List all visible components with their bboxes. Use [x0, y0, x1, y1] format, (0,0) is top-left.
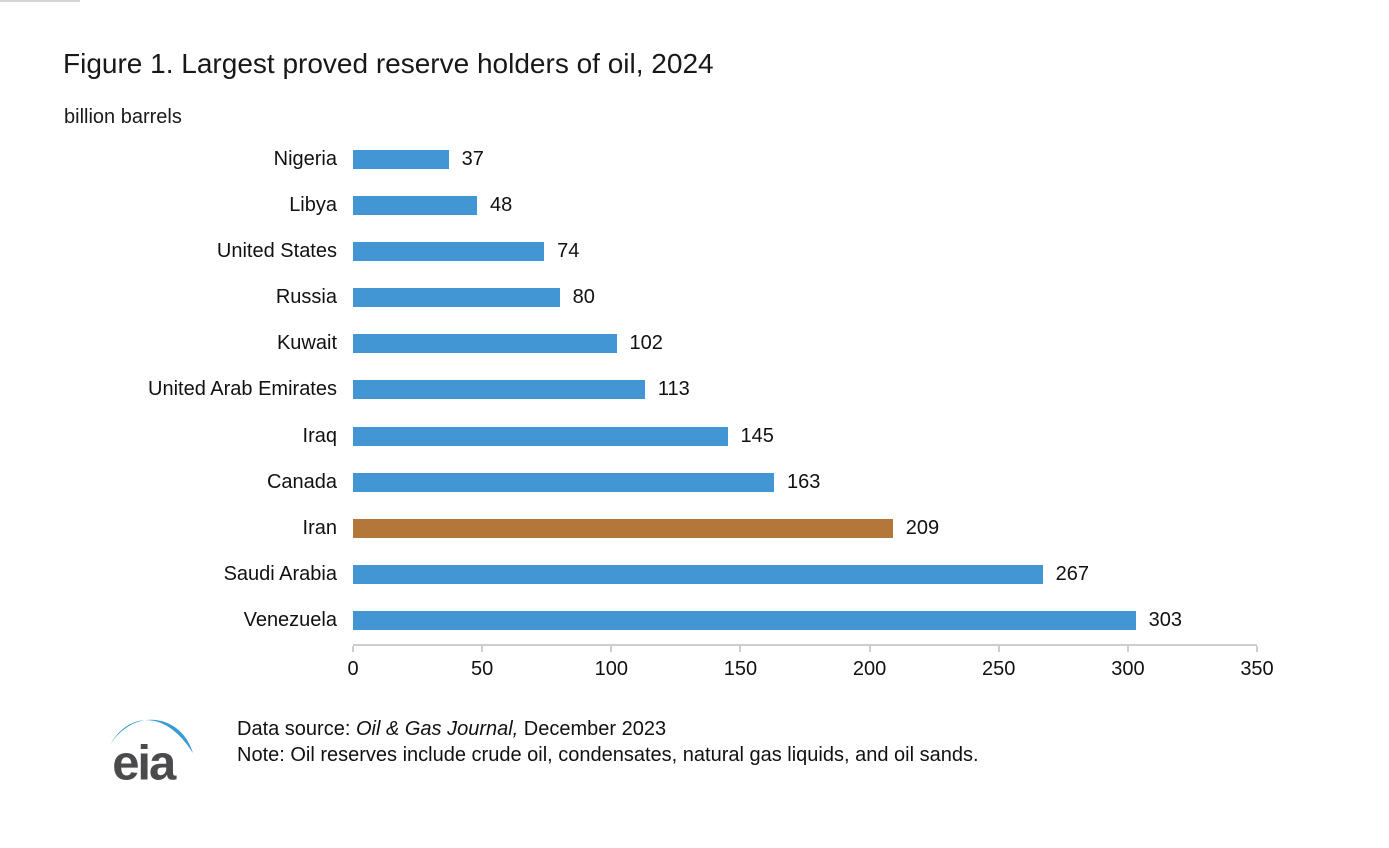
x-axis-tick-label-350: 350 — [1240, 657, 1274, 680]
x-axis-tick-300 — [1126, 645, 1129, 652]
chart-title: Figure 1. Largest proved reserve holders… — [63, 48, 714, 79]
bar-canada — [353, 472, 774, 492]
bar-value-united-states: 74 — [557, 239, 580, 262]
bar-value-saudi-arabia: 267 — [1055, 563, 1089, 586]
category-label-russia: Russia — [275, 286, 337, 309]
category-label-libya: Libya — [289, 193, 337, 216]
chart-row-united-arab-emirates: United Arab Emirates 113 — [63, 367, 1257, 413]
bar-libya — [353, 195, 477, 215]
chart-row-canada: Canada 163 — [63, 459, 1257, 505]
bar-area: 74 — [353, 240, 1257, 263]
bar-area: 145 — [353, 425, 1257, 448]
bar-area: 163 — [353, 471, 1257, 494]
chart-row-iran: Iran 209 — [63, 505, 1257, 551]
category-label-saudi-arabia: Saudi Arabia — [223, 563, 337, 586]
note-line: Note: Oil reserves include crude oil, co… — [237, 744, 979, 766]
bar-united-arab-emirates — [353, 380, 645, 400]
x-axis-tick-label-300: 300 — [1111, 657, 1145, 680]
bar-value-kuwait: 102 — [629, 332, 663, 355]
chart-row-kuwait: Kuwait 102 — [63, 321, 1257, 367]
chart-row-libya: Libya 48 — [63, 182, 1257, 228]
eia-logo-text: eia — [112, 737, 177, 788]
category-label-canada: Canada — [266, 470, 337, 493]
bar-iraq — [353, 426, 728, 446]
x-axis-tick-label-50: 50 — [470, 657, 494, 680]
bar-value-canada: 163 — [787, 470, 821, 493]
data-source-line: Data source: Oil & Gas Journal, December… — [237, 716, 979, 742]
chart-unit-label: billion barrels — [64, 106, 182, 128]
bar-value-nigeria: 37 — [461, 147, 484, 170]
x-axis-tick-150 — [739, 645, 742, 652]
bar-nigeria — [353, 149, 449, 169]
eia-logo: eia — [109, 719, 193, 788]
bar-area: 48 — [353, 194, 1257, 217]
bar-value-united-arab-emirates: 113 — [657, 378, 690, 401]
data-source-publication: Oil & Gas Journal, — [355, 718, 519, 740]
chart-row-nigeria: Nigeria 37 — [63, 136, 1257, 182]
bar-united-states — [353, 241, 545, 261]
category-label-iran: Iran — [302, 516, 337, 539]
category-label-iraq: Iraq — [302, 424, 337, 447]
category-label-united-states: United States — [216, 239, 337, 262]
x-axis-tick-label-100: 100 — [594, 657, 628, 680]
bar-russia — [353, 288, 560, 308]
category-label-united-arab-emirates: United Arab Emirates — [148, 378, 337, 401]
bar-area: 113 — [353, 378, 1257, 401]
bar-area: 209 — [353, 517, 1257, 540]
bar-value-russia: 80 — [572, 286, 595, 309]
x-axis-tick-350 — [1256, 645, 1258, 652]
data-source-suffix: December 2023 — [518, 718, 667, 740]
x-axis-tick-label-250: 250 — [982, 657, 1016, 680]
x-axis-tick-label-200: 200 — [852, 657, 887, 680]
chart-row-russia: Russia 80 — [63, 275, 1257, 321]
bar-value-libya: 48 — [490, 193, 513, 216]
footer-notes: Data source: Oil & Gas Journal, December… — [237, 716, 979, 768]
category-label-venezuela: Venezuela — [243, 609, 337, 632]
bar-area: 267 — [353, 563, 1257, 586]
bar-area: 102 — [353, 332, 1257, 355]
chart-row-venezuela: Venezuela 303 — [63, 598, 1257, 644]
x-axis-tick-label-0: 0 — [347, 657, 359, 680]
category-label-kuwait: Kuwait — [276, 332, 337, 355]
x-axis-tick-200 — [868, 645, 871, 652]
chart-row-saudi-arabia: Saudi Arabia 267 — [63, 552, 1257, 598]
data-source-prefix: Data source: — [237, 718, 356, 740]
chart-rows: Nigeria 37 Libya 48 United States 74 Russia 80 K… — [63, 136, 1257, 644]
bar-area: 80 — [353, 286, 1257, 309]
x-axis-tick-250 — [997, 645, 1000, 652]
chart-row-iraq: Iraq 145 — [63, 413, 1257, 459]
eia-logo-swoosh-icon — [109, 719, 193, 754]
x-axis-tick-100 — [610, 645, 613, 652]
bar-venezuela — [353, 611, 1136, 631]
bar-saudi-arabia — [353, 565, 1043, 585]
bar-value-iraq: 145 — [740, 424, 774, 447]
bar-value-venezuela: 303 — [1148, 609, 1182, 632]
chart-row-united-states: United States 74 — [63, 228, 1257, 274]
bar-chart: Nigeria 37 Libya 48 United States 74 Russia 80 K… — [63, 136, 1274, 686]
bar-kuwait — [353, 334, 617, 354]
x-axis: 0 50 100 150 200 250 300 350 — [347, 643, 1274, 686]
bar-area: 37 — [353, 148, 1257, 171]
bar-value-iran: 209 — [905, 516, 940, 539]
x-axis-tick-50 — [481, 645, 484, 652]
x-axis-tick-0 — [352, 645, 354, 652]
category-label-nigeria: Nigeria — [273, 147, 337, 170]
screen-edge-artifact — [0, 0, 80, 2]
bar-iran — [353, 518, 893, 538]
x-axis-tick-label-150: 150 — [723, 657, 758, 680]
bar-area: 303 — [353, 609, 1257, 632]
